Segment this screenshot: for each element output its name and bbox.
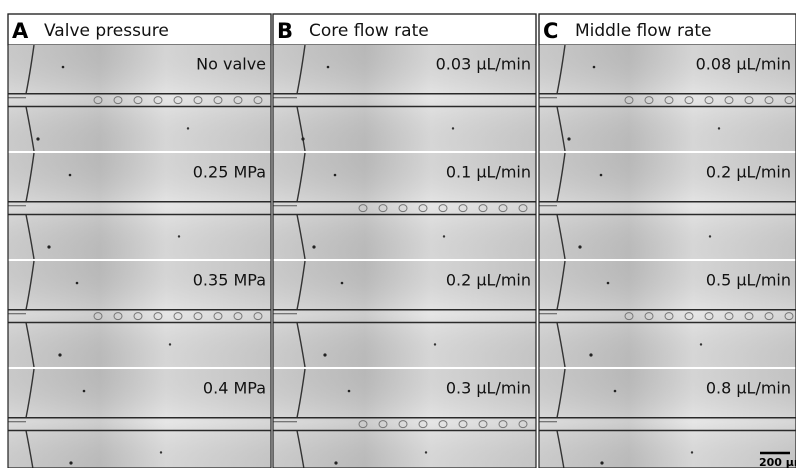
panel-title: Valve pressure	[44, 21, 169, 41]
speck	[578, 245, 581, 248]
speck	[567, 137, 570, 140]
speck	[434, 343, 436, 345]
speck	[62, 66, 65, 69]
page: A Valve pressure No valve 0.25 MPa 0.35 MPa 0…	[0, 0, 796, 468]
micrograph: 0.5 μL/min	[539, 261, 796, 367]
speck	[323, 353, 326, 356]
condition-label: 0.8 μL/min	[706, 379, 791, 398]
micrograph: 0.3 μL/min	[273, 369, 536, 468]
condition-label: 0.1 μL/min	[446, 163, 531, 182]
panel-letter: C	[543, 19, 558, 43]
speck	[691, 451, 693, 453]
micrograph: 0.03 μL/min	[273, 45, 536, 151]
condition-label: No valve	[196, 55, 266, 74]
condition-label: 0.5 μL/min	[706, 271, 791, 290]
speck	[709, 235, 711, 237]
speck	[69, 174, 72, 177]
speck	[443, 235, 445, 237]
panel-letter: A	[12, 19, 29, 43]
speck	[718, 127, 720, 129]
condition-label: 0.03 μL/min	[436, 55, 531, 74]
speck	[334, 174, 337, 177]
condition-label: 0.08 μL/min	[696, 55, 791, 74]
speck	[700, 343, 702, 345]
condition-label: 0.3 μL/min	[446, 379, 531, 398]
speck	[593, 66, 596, 69]
speck	[614, 390, 617, 393]
micrograph: 0.8 μL/min	[539, 369, 796, 468]
condition-label: 0.35 MPa	[193, 271, 266, 290]
micrograph: 0.1 μL/min	[273, 153, 536, 259]
speck	[69, 461, 72, 464]
speck	[607, 282, 610, 285]
speck	[187, 127, 189, 129]
speck	[589, 353, 592, 356]
micrograph: 0.08 μL/min	[539, 45, 796, 151]
speck	[425, 451, 427, 453]
condition-label: 0.2 μL/min	[446, 271, 531, 290]
speck	[334, 461, 337, 464]
speck	[327, 66, 330, 69]
micrograph: 0.2 μL/min	[273, 261, 536, 367]
speck	[36, 137, 39, 140]
speck	[169, 343, 171, 345]
speck	[83, 390, 86, 393]
speck	[348, 390, 351, 393]
speck	[600, 461, 603, 464]
speck	[312, 245, 315, 248]
condition-label: 0.2 μL/min	[706, 163, 791, 182]
speck	[452, 127, 454, 129]
micrograph: 0.2 μL/min	[539, 153, 796, 259]
condition-label: 0.25 MPa	[193, 163, 266, 182]
speck	[600, 174, 603, 177]
speck	[160, 451, 162, 453]
speck	[58, 353, 61, 356]
condition-label: 0.4 MPa	[203, 379, 266, 398]
scale-bar-label: 200 μm	[759, 456, 796, 468]
figure: A Valve pressure No valve 0.25 MPa 0.35 MPa 0…	[0, 0, 796, 468]
speck	[76, 282, 79, 285]
micrograph: 0.35 MPa	[8, 261, 271, 367]
panel-title: Core flow rate	[309, 21, 429, 41]
speck	[301, 137, 304, 140]
micrograph: No valve	[8, 45, 271, 151]
speck	[47, 245, 50, 248]
panel-title: Middle flow rate	[575, 21, 712, 41]
speck	[178, 235, 180, 237]
speck	[341, 282, 344, 285]
micrograph: 0.25 MPa	[8, 153, 271, 259]
panel-letter: B	[277, 19, 293, 43]
micrograph: 0.4 MPa	[8, 369, 271, 468]
